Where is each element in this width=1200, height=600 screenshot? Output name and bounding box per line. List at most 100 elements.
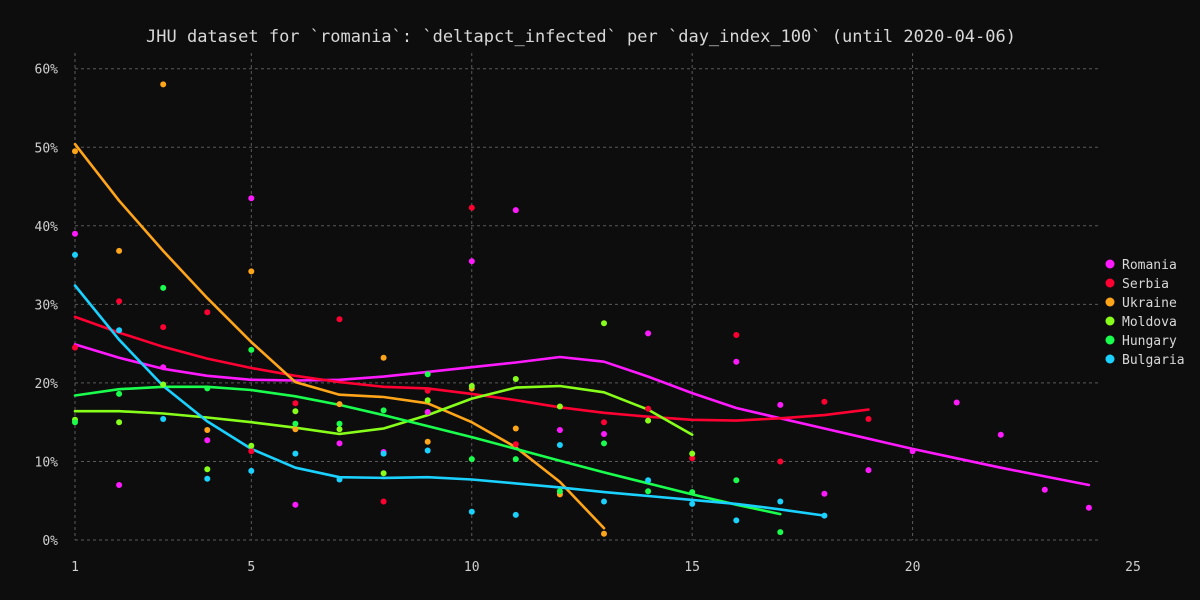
point-bulgaria-day-12 — [556, 442, 563, 448]
point-hungary-day-13 — [601, 440, 607, 447]
trend-line-romania — [73, 343, 1091, 487]
trend-line-bulgaria — [73, 284, 826, 517]
legend-label-moldova: Moldova — [1122, 315, 1177, 330]
point-moldova-day-4 — [204, 466, 211, 473]
point-bulgaria-day-3 — [160, 416, 167, 422]
point-serbia-day-16 — [733, 332, 740, 338]
point-romania-day-9 — [424, 409, 431, 415]
point-serbia-day-3 — [160, 324, 167, 331]
point-bulgaria-day-15 — [689, 500, 696, 507]
point-moldova-day-9 — [424, 397, 431, 404]
point-bulgaria-day-9 — [424, 447, 431, 454]
point-hungary-day-7 — [336, 420, 343, 427]
point-romania-day-3 — [160, 364, 167, 371]
point-serbia-day-11 — [512, 441, 519, 448]
point-romania-day-24 — [1085, 504, 1092, 511]
point-hungary-day-11 — [512, 456, 519, 463]
legend-marker-ukraine — [1105, 297, 1115, 307]
point-serbia-day-17 — [777, 458, 784, 465]
point-romania-day-6 — [292, 501, 299, 508]
point-hungary-day-2 — [116, 390, 123, 397]
trend-line-moldova — [73, 384, 694, 436]
point-moldova-day-13 — [601, 320, 607, 327]
point-hungary-day-12 — [556, 488, 563, 495]
point-serbia-day-19 — [865, 416, 872, 422]
x-tick-label-1: 1 — [71, 560, 79, 575]
y-tick-label-0: 0% — [42, 534, 58, 549]
point-bulgaria-day-18 — [821, 512, 828, 519]
point-bulgaria-day-7 — [336, 476, 343, 483]
trend-line-ukraine — [73, 142, 606, 530]
point-hungary-day-9 — [424, 371, 431, 378]
point-moldova-day-11 — [512, 376, 519, 382]
point-bulgaria-day-2 — [116, 327, 123, 334]
legend-label-bulgaria: Bulgaria — [1122, 353, 1185, 368]
point-ukraine-day-4 — [204, 427, 211, 433]
point-romania-day-22 — [997, 431, 1004, 438]
point-bulgaria-day-13 — [601, 498, 607, 505]
point-layer — [72, 81, 1092, 537]
point-romania-day-17 — [777, 401, 784, 408]
point-serbia-day-6 — [292, 400, 299, 407]
legend-marker-romania — [1105, 259, 1115, 269]
point-bulgaria-day-10 — [468, 508, 475, 515]
legend-label-ukraine: Ukraine — [1122, 296, 1177, 311]
point-hungary-day-4 — [204, 385, 211, 392]
point-romania-day-19 — [865, 467, 872, 474]
point-bulgaria-day-8 — [380, 450, 387, 457]
point-moldova-day-3 — [160, 381, 167, 388]
chart-title: JHU dataset for `romania`: `deltapct_inf… — [146, 27, 1016, 47]
point-moldova-day-10 — [468, 383, 475, 389]
point-romania-day-5 — [248, 195, 255, 202]
point-romania-day-20 — [909, 448, 916, 455]
point-ukraine-day-6 — [292, 426, 299, 433]
point-hungary-day-5 — [248, 346, 255, 353]
x-tick-label-15: 15 — [684, 560, 700, 575]
point-serbia-day-4 — [204, 309, 211, 316]
trend-layer — [73, 142, 1091, 530]
legend-marker-hungary — [1105, 335, 1115, 345]
point-romania-day-11 — [512, 207, 519, 214]
point-serbia-day-13 — [601, 419, 607, 426]
point-hungary-day-17 — [777, 529, 784, 536]
legend: Romania Serbia Ukraine Moldova Hungary Bulgar… — [1105, 258, 1185, 368]
point-moldova-day-14 — [645, 417, 652, 424]
y-tick-label-10: 10% — [35, 455, 59, 470]
trend-line-serbia — [73, 315, 870, 422]
point-ukraine-day-7 — [336, 401, 343, 408]
point-ukraine-day-1 — [72, 148, 78, 155]
point-ukraine-day-3 — [160, 81, 167, 88]
point-bulgaria-day-11 — [512, 511, 519, 518]
y-tick-label-50: 50% — [35, 141, 59, 156]
point-serbia-day-14 — [645, 405, 652, 412]
point-bulgaria-day-1 — [72, 251, 78, 258]
point-romania-day-7 — [336, 440, 343, 447]
point-hungary-day-10 — [468, 456, 475, 463]
point-ukraine-day-11 — [512, 425, 519, 432]
point-romania-day-4 — [204, 437, 211, 444]
point-romania-day-21 — [953, 399, 960, 406]
point-moldova-day-5 — [248, 442, 255, 449]
legend-marker-bulgaria — [1105, 354, 1115, 364]
point-bulgaria-day-16 — [733, 517, 740, 524]
point-bulgaria-day-17 — [777, 498, 784, 505]
x-tick-label-5: 5 — [247, 560, 255, 575]
point-hungary-day-14 — [645, 488, 652, 495]
point-bulgaria-day-6 — [292, 450, 299, 457]
point-moldova-day-12 — [556, 403, 563, 410]
point-moldova-day-6 — [292, 408, 299, 415]
legend-label-serbia: Serbia — [1122, 277, 1169, 292]
point-romania-day-14 — [645, 330, 652, 337]
point-bulgaria-day-14 — [645, 477, 652, 484]
point-hungary-day-16 — [733, 477, 740, 484]
point-ukraine-day-9 — [424, 438, 431, 445]
point-serbia-day-10 — [468, 204, 475, 211]
point-serbia-day-15 — [689, 455, 696, 462]
point-serbia-day-2 — [116, 298, 123, 305]
point-bulgaria-day-4 — [204, 475, 211, 482]
point-hungary-day-1 — [72, 419, 78, 426]
point-hungary-day-8 — [380, 407, 387, 414]
point-hungary-day-6 — [292, 420, 299, 427]
y-tick-label-60: 60% — [35, 63, 59, 78]
